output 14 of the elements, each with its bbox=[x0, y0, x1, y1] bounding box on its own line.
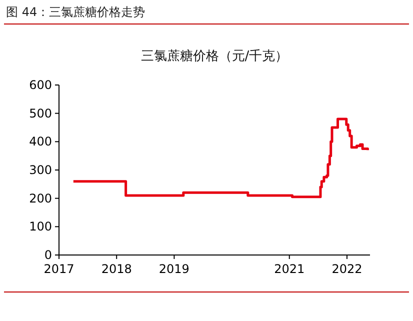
y-tick-label: 400 bbox=[29, 134, 52, 149]
y-tick-label: 0 bbox=[44, 248, 52, 262]
x-tick-label: 2018 bbox=[101, 262, 132, 276]
x-tick-label: 2022 bbox=[332, 262, 362, 276]
y-tick-label: 300 bbox=[29, 163, 52, 177]
chart-title: 图 44：三氯蔗糖价格走势 bbox=[6, 5, 146, 19]
x-tick-label: 2021 bbox=[274, 262, 305, 276]
y-tick-label: 500 bbox=[29, 106, 52, 120]
chart-subtitle: 三氯蔗糖价格（元/千克） bbox=[140, 49, 288, 64]
x-tick-label: 2017 bbox=[44, 262, 74, 276]
y-tick-label: 100 bbox=[29, 220, 52, 234]
y-tick-label: 600 bbox=[29, 78, 52, 92]
x-tick-label: 2019 bbox=[158, 262, 190, 276]
y-tick-label: 200 bbox=[29, 191, 52, 206]
